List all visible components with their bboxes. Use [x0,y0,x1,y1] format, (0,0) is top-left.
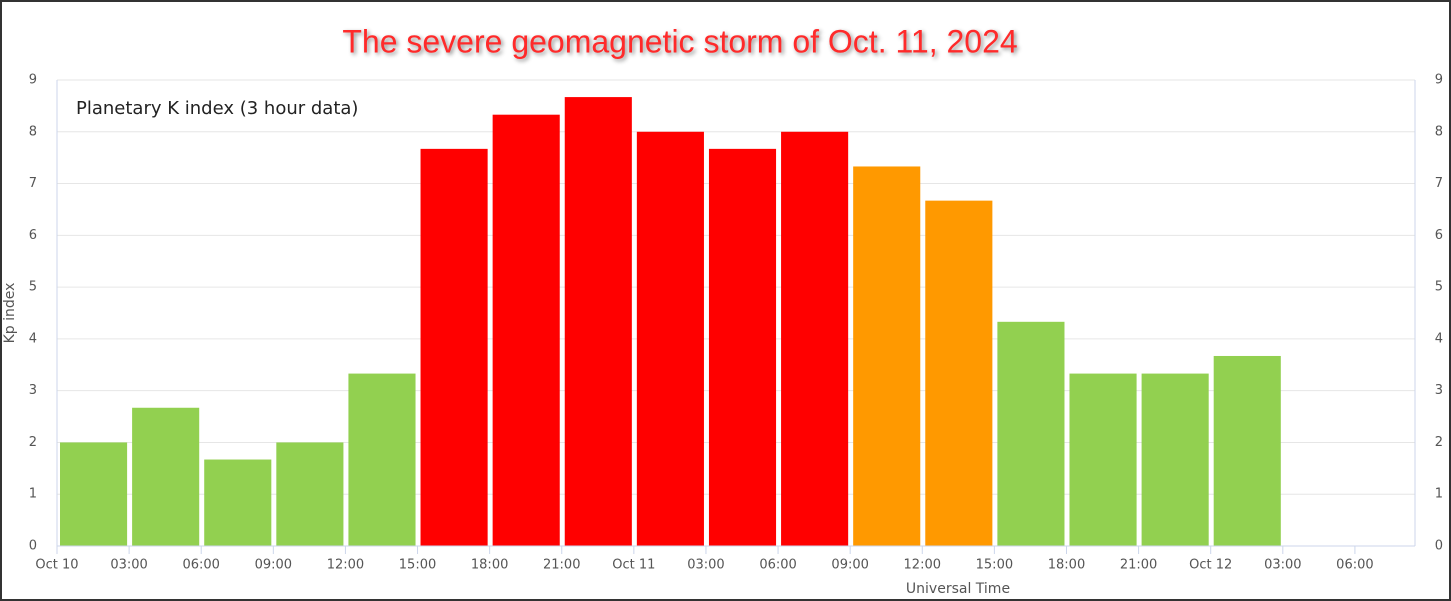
bar [204,459,272,546]
bar [636,131,704,546]
x-tick-label: 03:00 [110,558,147,573]
x-tick-label: Oct 11 [612,558,655,573]
y2-tick-label: 4 [1435,331,1443,346]
bar [781,131,849,546]
bar [853,166,921,547]
x-tick-label: Oct 10 [35,558,78,573]
y-tick-label: 5 [29,280,37,295]
bar [276,442,344,546]
x-tick-label: 15:00 [976,558,1013,573]
bar [1141,373,1209,546]
y-tick-label: 6 [29,228,37,243]
y2-tick-label: 2 [1435,435,1443,450]
y-tick-label: 3 [29,383,37,398]
y2-tick-label: 6 [1435,228,1443,243]
y2-tick-label: 7 [1435,176,1443,191]
x-tick-label: 09:00 [255,558,292,573]
x-tick-label: 15:00 [399,558,436,573]
x-tick-label: 12:00 [327,558,364,573]
x-tick-label: 03:00 [1264,558,1301,573]
chart-title: The severe geomagnetic storm of Oct. 11,… [342,23,1017,59]
y-tick-label: 4 [29,331,37,346]
y-tick-label: 9 [29,73,37,88]
bar [708,148,777,546]
y-tick-label: 7 [29,176,37,191]
bar [492,114,560,547]
y2-tick-label: 3 [1435,383,1443,398]
x-axis-title: Universal Time [906,581,1010,597]
y2-tick-label: 8 [1435,124,1443,139]
y2-tick-label: 0 [1435,539,1443,554]
bar [925,200,993,547]
x-tick-label: 18:00 [1048,558,1085,573]
bar [1069,373,1137,546]
annotation: Planetary K index (3 hour data) [76,98,358,119]
y-tick-label: 0 [29,539,37,554]
bar [1213,355,1281,546]
y2-tick-label: 9 [1435,73,1443,88]
y-tick-label: 8 [29,124,37,139]
x-tick-label: 06:00 [759,558,796,573]
x-tick-label: 06:00 [1336,558,1373,573]
bar [132,407,200,546]
x-tick-label: 12:00 [904,558,941,573]
y-tick-label: 1 [29,487,37,502]
x-tick-label: 03:00 [687,558,724,573]
x-tick-label: 21:00 [1120,558,1157,573]
y-tick-label: 2 [29,435,37,450]
x-tick-label: 09:00 [831,558,868,573]
y2-tick-label: 1 [1435,487,1443,502]
x-tick-label: 18:00 [471,558,508,573]
y2-tick-label: 5 [1435,280,1443,295]
bar [60,442,128,546]
bar [997,321,1065,546]
bar [420,148,488,546]
x-tick-label: 06:00 [182,558,219,573]
y-axis-title: Kp index [2,283,18,344]
bar [564,97,632,546]
x-tick-label: 21:00 [543,558,580,573]
x-tick-label: Oct 12 [1189,558,1232,573]
bar [348,373,416,546]
